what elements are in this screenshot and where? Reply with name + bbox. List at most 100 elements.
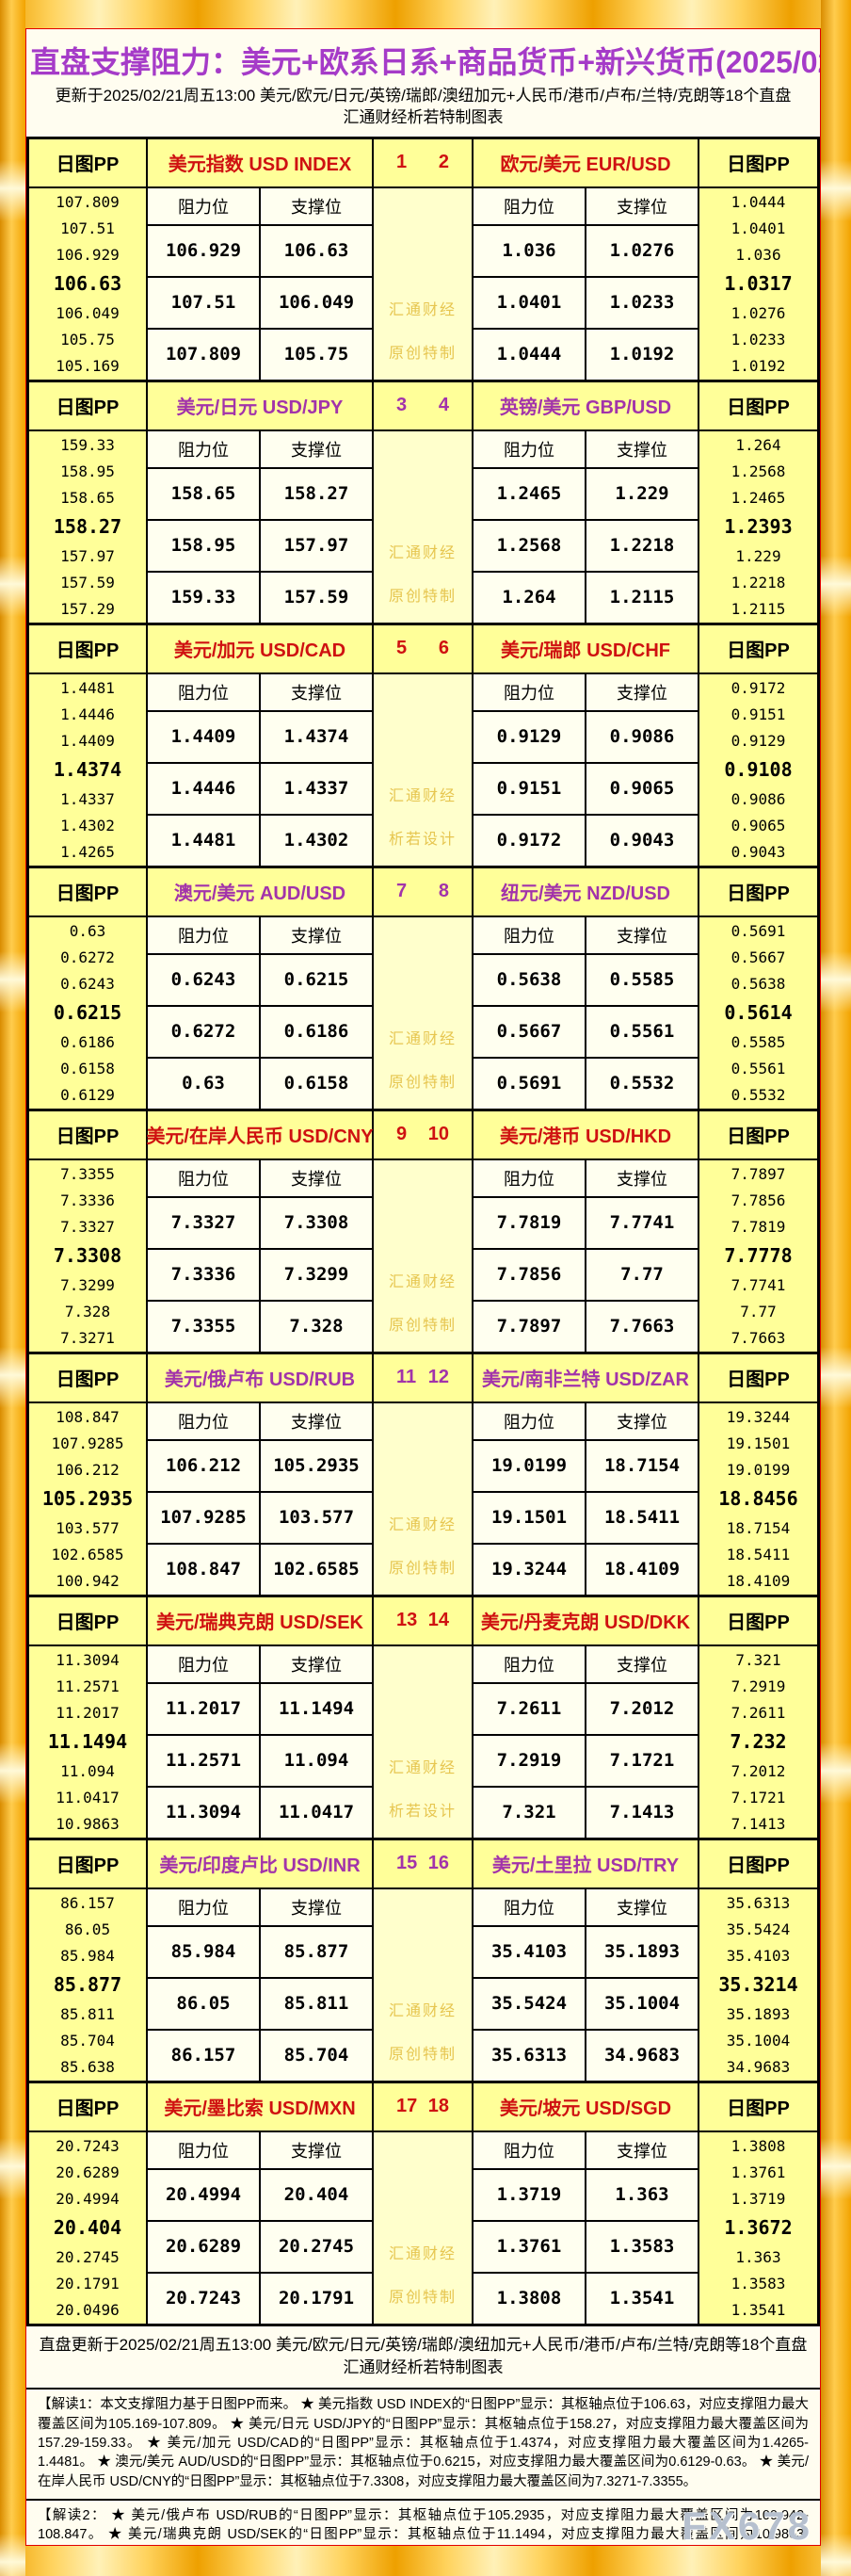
pp-level: 105.169 xyxy=(56,357,120,376)
support-header: 支撑位 xyxy=(586,916,698,953)
support-value: 35.1004 xyxy=(586,1978,698,2029)
seq-number-left: 11 xyxy=(396,1367,417,1388)
content-frame: 直盘支撑阻力：美元+欧系日系+商品货币+新兴货币(2025/02/21) 更新于… xyxy=(25,28,821,2546)
pp-level: 7.3336 xyxy=(60,1191,115,1209)
watermark-line: 原创特制 xyxy=(388,588,457,605)
pp-level: 7.1413 xyxy=(731,1815,786,1834)
pp-level: 0.5585 xyxy=(731,1032,786,1051)
support-value: 18.5411 xyxy=(586,1492,698,1543)
resistance-value: 1.264 xyxy=(474,572,585,623)
seq-number-left: 15 xyxy=(396,1853,418,1874)
pp-level: 0.5691 xyxy=(731,921,786,940)
pp-header-left: 日图PP xyxy=(29,138,146,186)
pair-title-left: 美元/墨比索 USD/MXN xyxy=(148,2082,372,2130)
watermark-line: 汇通财经 xyxy=(388,1759,457,1776)
support-value: 1.2115 xyxy=(586,572,698,623)
pp-level: 106.049 xyxy=(56,303,120,322)
pair-title-right: 欧元/美元 EUR/USD xyxy=(474,138,698,186)
pp-levels-left: 7.3355 7.3336 7.3327 7.3308 7.3299 7.328… xyxy=(29,1159,146,1352)
resistance-value: 11.2017 xyxy=(148,1683,259,1734)
watermark-cell: 汇通财经 原创特制 xyxy=(374,2131,472,2324)
resistance-value: 19.1501 xyxy=(474,1492,585,1543)
resistance-header: 阻力位 xyxy=(474,1645,585,1682)
pp-level: 0.9086 xyxy=(731,789,786,808)
resistance-value: 106.212 xyxy=(148,1440,259,1491)
support-value: 0.6158 xyxy=(261,1058,372,1109)
pp-level: 11.3094 xyxy=(56,1650,120,1669)
support-value: 103.577 xyxy=(261,1492,372,1543)
resistance-value: 1.0401 xyxy=(474,277,585,328)
pp-level: 7.7897 xyxy=(731,1164,786,1183)
support-value: 1.0192 xyxy=(586,329,698,380)
support-header: 支撑位 xyxy=(261,673,372,710)
resistance-value: 7.7897 xyxy=(474,1301,585,1352)
resistance-value: 158.95 xyxy=(148,520,259,571)
pair-title-right: 美元/土里拉 USD/TRY xyxy=(474,1839,698,1887)
pp-level: 1.3719 xyxy=(731,2190,786,2209)
resistance-value: 1.4481 xyxy=(148,815,259,866)
support-value: 1.4374 xyxy=(261,711,372,762)
currency-block: 日图PP 美元/俄卢布 USD/RUB 11 12 美元/南非兰特 USD/ZA… xyxy=(29,1353,817,1597)
pp-level: 1.036 xyxy=(735,246,781,265)
support-header: 支撑位 xyxy=(586,1159,698,1196)
resistance-value: 20.4994 xyxy=(148,2169,259,2220)
seq-number-left: 7 xyxy=(396,881,408,902)
pp-levels-left: 0.63 0.6272 0.6243 0.6215 0.6186 0.6158 … xyxy=(29,916,146,1109)
pp-level: 0.5667 xyxy=(731,948,786,966)
resistance-value: 11.3094 xyxy=(148,1787,259,1838)
pp-level: 1.229 xyxy=(735,546,781,565)
resistance-value: 159.33 xyxy=(148,572,259,623)
resistance-value: 0.5691 xyxy=(474,1058,585,1109)
pp-pivot: 18.8456 xyxy=(718,1487,798,1511)
pp-level: 1.2465 xyxy=(731,489,786,508)
pp-level: 85.704 xyxy=(60,2031,115,2049)
pp-level: 1.4337 xyxy=(60,789,115,808)
pp-level: 7.7741 xyxy=(731,1275,786,1294)
pp-level: 18.4109 xyxy=(726,1572,791,1591)
pair-title-right: 纽元/美元 NZD/USD xyxy=(474,867,698,915)
resistance-value: 1.2568 xyxy=(474,520,585,571)
watermark-cell: 汇通财经 原创特制 xyxy=(374,1159,472,1352)
support-value: 85.811 xyxy=(261,1978,372,2029)
note-2: 【解读2： ★ 美元/俄卢布 USD/RUB的“日图PP”显示：其枢轴点位于10… xyxy=(26,2498,820,2545)
fx678-watermark: FX678 xyxy=(682,2503,812,2546)
resistance-value: 85.984 xyxy=(148,1926,259,1977)
currency-block: 日图PP 澳元/美元 AUD/USD 7 8 纽元/美元 NZD/USD 日图P… xyxy=(29,867,817,1111)
pp-level: 107.51 xyxy=(60,219,115,237)
watermark-line: 汇通财经 xyxy=(388,1030,457,1047)
pp-header-left: 日图PP xyxy=(29,1110,146,1158)
pp-level: 85.638 xyxy=(60,2058,115,2077)
support-header: 支撑位 xyxy=(586,187,698,224)
resistance-header: 阻力位 xyxy=(148,1645,259,1682)
pair-seq-numbers: 17 18 xyxy=(374,2082,472,2130)
pair-title-right: 美元/港币 USD/HKD xyxy=(474,1110,698,1158)
support-header: 支撑位 xyxy=(586,1645,698,1682)
pp-level: 0.5532 xyxy=(731,1086,786,1105)
resistance-value: 86.05 xyxy=(148,1978,259,2029)
resistance-value: 7.7856 xyxy=(474,1249,585,1300)
pp-level: 1.0444 xyxy=(731,192,786,211)
pp-header-right: 日图PP xyxy=(699,1110,817,1158)
seq-number-right: 18 xyxy=(427,2096,449,2117)
pp-level: 0.9151 xyxy=(731,705,786,723)
resistance-header: 阻力位 xyxy=(474,673,585,710)
support-value: 0.5585 xyxy=(586,954,698,1005)
pp-levels-left: 11.3094 11.2571 11.2017 11.1494 11.094 1… xyxy=(29,1645,146,1838)
pp-level: 1.363 xyxy=(735,2247,781,2266)
support-value: 34.9683 xyxy=(586,2030,698,2081)
resistance-header: 阻力位 xyxy=(474,1402,585,1439)
resistance-value: 107.51 xyxy=(148,277,259,328)
pp-level: 0.6129 xyxy=(60,1086,115,1105)
pp-level: 7.3327 xyxy=(60,1218,115,1237)
pp-level: 20.6289 xyxy=(56,2163,120,2181)
watermark-line: 原创特制 xyxy=(388,1074,457,1091)
support-value: 7.1721 xyxy=(586,1735,698,1786)
pp-header-right: 日图PP xyxy=(699,1596,817,1644)
pp-level: 0.9129 xyxy=(731,732,786,751)
resistance-header: 阻力位 xyxy=(474,2131,585,2168)
pp-level: 1.3808 xyxy=(731,2136,786,2155)
support-value: 85.704 xyxy=(261,2030,372,2081)
support-value: 11.1494 xyxy=(261,1683,372,1734)
watermark-cell: 汇通财经 原创特制 xyxy=(374,1402,472,1595)
resistance-value: 11.2571 xyxy=(148,1735,259,1786)
